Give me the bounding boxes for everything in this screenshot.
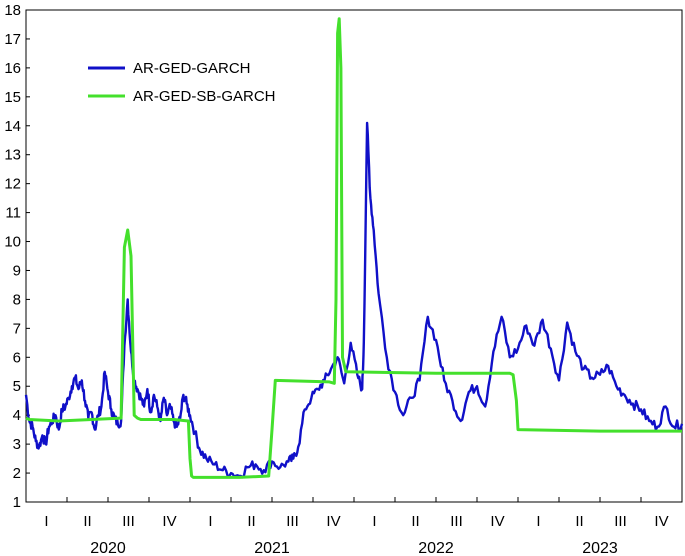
legend-label: AR-GED-GARCH [133, 60, 251, 77]
x-quarter-label: IV [490, 513, 504, 530]
y-tick-label: 1 [13, 494, 21, 511]
y-tick-label: 16 [4, 60, 21, 77]
y-tick-label: 7 [13, 320, 21, 337]
y-tick-label: 14 [4, 118, 21, 135]
series-line-ar-ged-garch [24, 121, 684, 479]
y-tick-label: 15 [4, 89, 21, 106]
x-year-label: 2022 [418, 540, 454, 556]
x-year-label: 2021 [254, 540, 290, 556]
series-line-ar-ged-sb-garch [25, 17, 682, 479]
y-tick-label: 11 [5, 205, 21, 222]
x-quarter-label: IV [162, 513, 176, 530]
x-quarter-label: II [411, 513, 419, 530]
x-quarter-label: III [450, 513, 463, 530]
x-quarter-label: III [122, 513, 135, 530]
y-tick-label: 12 [4, 176, 21, 193]
y-tick-label: 3 [13, 436, 21, 453]
series-layer [24, 17, 684, 479]
x-quarter-label: I [208, 513, 212, 530]
y-tick-label: 5 [13, 378, 21, 395]
x-quarter-label: II [247, 513, 255, 530]
y-tick-label: 18 [4, 2, 21, 19]
y-tick-label: 9 [13, 262, 21, 279]
legend-label: AR-GED-SB-GARCH [133, 88, 276, 105]
x-year-label: 2020 [90, 540, 126, 556]
legend: AR-GED-GARCH AR-GED-SB-GARCH [88, 60, 276, 105]
x-year-label: 2023 [582, 540, 618, 556]
x-quarter-label: IV [654, 513, 668, 530]
x-quarter-label: III [614, 513, 627, 530]
x-quarter-label: I [536, 513, 540, 530]
y-tick-label: 2 [13, 465, 21, 482]
y-tick-label: 17 [4, 31, 21, 48]
x-quarter-label: II [83, 513, 91, 530]
y-tick-label: 6 [13, 349, 21, 366]
x-quarter-label: I [44, 513, 48, 530]
x-quarter-label: III [286, 513, 299, 530]
x-quarter-label: II [575, 513, 583, 530]
x-quarter-label: IV [326, 513, 340, 530]
y-tick-label: 13 [4, 147, 21, 164]
y-tick-label: 4 [13, 407, 21, 424]
y-tick-label: 8 [13, 291, 21, 308]
y-tick-label: 10 [4, 234, 21, 251]
x-quarter-label: I [372, 513, 376, 530]
